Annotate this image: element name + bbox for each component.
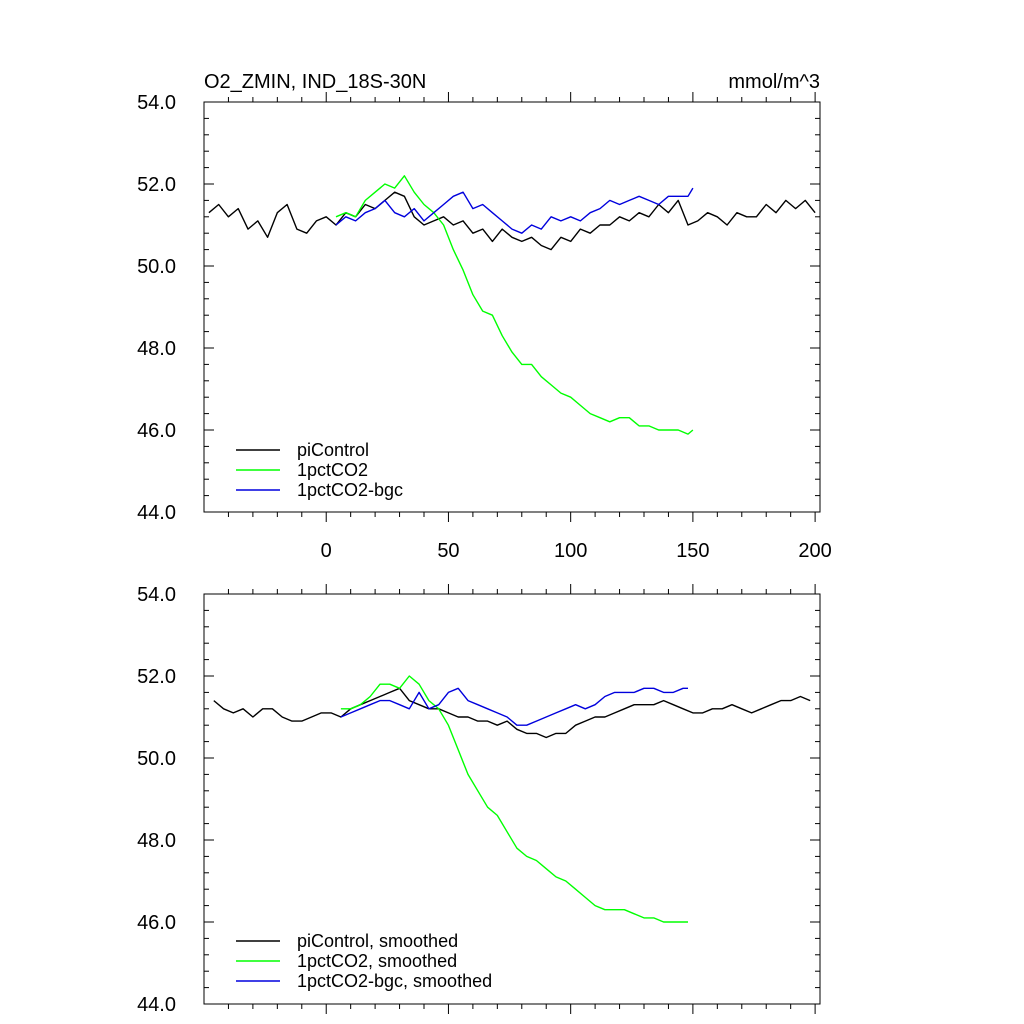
- top-x-tick-labels: 0 50 100 150 200: [321, 540, 832, 562]
- series-line-1pctco2-bgc: [335, 187, 694, 234]
- top-y-tick-labels: 44.0 46.0 48.0 50.0 52.0 54.0: [137, 92, 176, 524]
- chart-title: O2_ZMIN, IND_18S-30N: [204, 71, 426, 93]
- legend-label: 1pctCO2, smoothed: [297, 951, 457, 971]
- y-tick-label: 52.0: [137, 174, 176, 196]
- x-tick-label: 0: [321, 540, 332, 562]
- top-plot-frame: [203, 101, 821, 513]
- units-label: mmol/m^3: [728, 71, 820, 93]
- y-tick-label: 46.0: [137, 420, 176, 442]
- bottom-y-tick-labels: 44.0 46.0 48.0 50.0 52.0 54.0: [137, 584, 176, 1016]
- y-tick-label: 44.0: [137, 994, 176, 1016]
- y-tick-label: 50.0: [137, 256, 176, 278]
- y-tick-label: 54.0: [137, 92, 176, 114]
- top-axis-ticks: [204, 92, 820, 522]
- legend-label: piControl, smoothed: [297, 931, 458, 951]
- x-tick-label: 150: [676, 540, 709, 562]
- x-tick-label: 50: [437, 540, 459, 562]
- y-tick-label: 50.0: [137, 748, 176, 770]
- series-line-1pctco2-smoothed: [340, 675, 688, 923]
- bottom-series-group: [213, 675, 811, 923]
- y-tick-label: 46.0: [137, 912, 176, 934]
- legend-label: 1pctCO2-bgc, smoothed: [297, 971, 492, 991]
- legend-label: 1pctCO2-bgc: [297, 480, 403, 500]
- x-tick-label: 100: [554, 540, 587, 562]
- series-line-1pctco2: [335, 175, 694, 435]
- series-line-picontrol-smoothed: [213, 687, 811, 739]
- legend-label: 1pctCO2: [297, 460, 368, 480]
- x-tick-label: 200: [798, 540, 831, 562]
- y-tick-label: 44.0: [137, 502, 176, 524]
- bottom-panel: 44.0 46.0 48.0 50.0 52.0 54.0 piControl, smoo…: [137, 584, 821, 1016]
- top-panel: O2_ZMIN, IND_18S-30N mmol/m^3 44.0 46.0 48…: [137, 71, 832, 562]
- bottom-axis-ticks: [204, 584, 820, 1014]
- top-series-group: [208, 175, 816, 435]
- series-line-picontrol: [208, 191, 816, 251]
- bottom-plot-frame: [203, 593, 821, 1005]
- y-tick-label: 54.0: [137, 584, 176, 606]
- series-line-1pctco2-bgc-smoothed: [340, 687, 688, 726]
- y-tick-label: 48.0: [137, 338, 176, 360]
- y-tick-label: 52.0: [137, 666, 176, 688]
- y-tick-label: 48.0: [137, 830, 176, 852]
- legend-label: piControl: [297, 440, 369, 460]
